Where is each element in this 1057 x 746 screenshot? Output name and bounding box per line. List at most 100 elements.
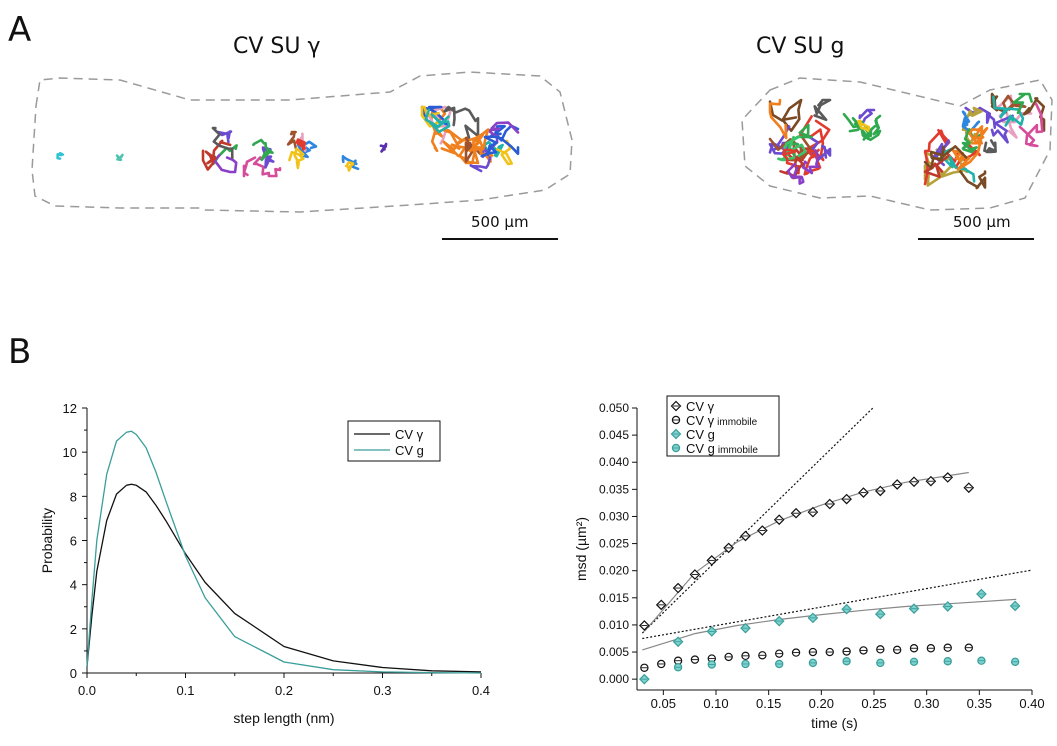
particle-track bbox=[443, 105, 480, 140]
y-tick-label: 0.040 bbox=[599, 455, 629, 469]
data-point bbox=[858, 487, 869, 498]
particle-track bbox=[480, 135, 520, 158]
particle-track bbox=[420, 105, 442, 128]
x-axis-label: step length (nm) bbox=[233, 710, 334, 726]
data-point bbox=[874, 608, 886, 620]
data-point bbox=[1010, 657, 1020, 667]
x-tick-label: 0.10 bbox=[703, 696, 728, 711]
left-cell-outline bbox=[31, 71, 573, 213]
data-point bbox=[876, 645, 885, 654]
data-point bbox=[790, 507, 802, 519]
data-point bbox=[639, 673, 650, 685]
data-point bbox=[841, 493, 852, 505]
data-point bbox=[723, 542, 734, 554]
data-point bbox=[942, 472, 954, 483]
data-point bbox=[874, 485, 886, 497]
particle-track bbox=[923, 145, 968, 170]
data-point bbox=[908, 603, 920, 615]
particle-track bbox=[786, 162, 805, 185]
data-point bbox=[1009, 600, 1021, 612]
fit-line-solid bbox=[643, 471, 969, 632]
data-point bbox=[824, 498, 836, 510]
particle-track bbox=[242, 156, 257, 178]
y-tick-label: 8 bbox=[70, 489, 77, 504]
right-scale-label: 500 µm bbox=[953, 213, 1011, 231]
x-tick-label: 0.4 bbox=[472, 683, 490, 698]
particle-track bbox=[1018, 102, 1044, 148]
data-point bbox=[943, 643, 952, 652]
y-tick-label: 0.005 bbox=[599, 645, 629, 659]
particle-track bbox=[468, 128, 494, 157]
data-point bbox=[773, 615, 785, 627]
data-point bbox=[842, 657, 851, 666]
trajectory-tracks bbox=[56, 92, 1046, 190]
x-tick-label: 0.3 bbox=[373, 683, 391, 698]
y-tick-label: 0.025 bbox=[599, 537, 629, 551]
particle-track bbox=[379, 142, 388, 153]
legend-label: CV γ bbox=[395, 427, 424, 442]
data-point bbox=[706, 626, 718, 637]
y-tick-label: 0.020 bbox=[599, 564, 629, 578]
data-point bbox=[741, 659, 750, 669]
y-tick-label: 12 bbox=[63, 401, 77, 416]
particle-track bbox=[768, 98, 788, 140]
particle-track bbox=[211, 126, 234, 159]
series-line-cv-g bbox=[86, 430, 482, 674]
data-point bbox=[943, 657, 952, 666]
data-point bbox=[841, 603, 852, 615]
y-tick-label: 4 bbox=[70, 578, 77, 593]
data-point bbox=[639, 620, 650, 631]
data-point bbox=[925, 475, 937, 487]
x-tick-label: 0.2 bbox=[275, 683, 293, 698]
data-point bbox=[859, 646, 868, 655]
data-point bbox=[740, 530, 751, 542]
data-point bbox=[655, 599, 667, 611]
legend-marker bbox=[671, 415, 681, 425]
particle-track bbox=[201, 139, 232, 171]
y-tick-label: 0.015 bbox=[599, 591, 629, 605]
data-point bbox=[926, 644, 936, 653]
panel-a-letter: A bbox=[8, 10, 32, 50]
x-tick-label: 0.30 bbox=[914, 696, 939, 711]
particle-track bbox=[115, 153, 124, 162]
data-point bbox=[775, 649, 784, 658]
particle-track bbox=[288, 147, 305, 170]
data-point bbox=[808, 647, 818, 657]
x-tick-label: 0.1 bbox=[176, 683, 194, 698]
particle-track bbox=[803, 148, 822, 176]
data-point bbox=[689, 569, 701, 580]
data-point bbox=[758, 651, 767, 660]
data-point bbox=[756, 525, 768, 536]
particle-track bbox=[252, 138, 274, 162]
right-cell-title: CV SU g bbox=[756, 34, 845, 59]
particle-track bbox=[923, 155, 949, 178]
particle-track bbox=[217, 130, 233, 144]
legend-marker bbox=[670, 400, 682, 412]
legend-label: CV γ immobile bbox=[686, 413, 758, 428]
right-cell-outline bbox=[741, 77, 1053, 211]
data-point bbox=[791, 648, 801, 657]
particle-track bbox=[959, 170, 987, 190]
data-point bbox=[842, 647, 851, 656]
data-point bbox=[891, 479, 903, 490]
data-point bbox=[673, 656, 683, 665]
legend-label: CV g bbox=[686, 427, 715, 442]
particle-track bbox=[496, 139, 513, 166]
particle-track bbox=[806, 134, 832, 162]
x-tick-label: 0.40 bbox=[1019, 696, 1044, 711]
particle-track bbox=[464, 136, 482, 163]
y-tick-label: 10 bbox=[63, 445, 77, 460]
trajectory-image bbox=[31, 71, 1053, 240]
data-point bbox=[690, 655, 700, 664]
data-point bbox=[672, 582, 684, 594]
particle-track bbox=[252, 156, 282, 178]
y-tick-label: 0 bbox=[70, 666, 77, 681]
particle-track bbox=[952, 139, 983, 171]
data-point bbox=[909, 657, 919, 667]
particle-track bbox=[768, 136, 813, 162]
data-point bbox=[672, 636, 684, 648]
particle-track bbox=[992, 95, 1025, 127]
y-tick-label: 0.035 bbox=[599, 482, 629, 496]
y-tick-label: 6 bbox=[70, 534, 77, 549]
legend-marker bbox=[671, 443, 681, 453]
